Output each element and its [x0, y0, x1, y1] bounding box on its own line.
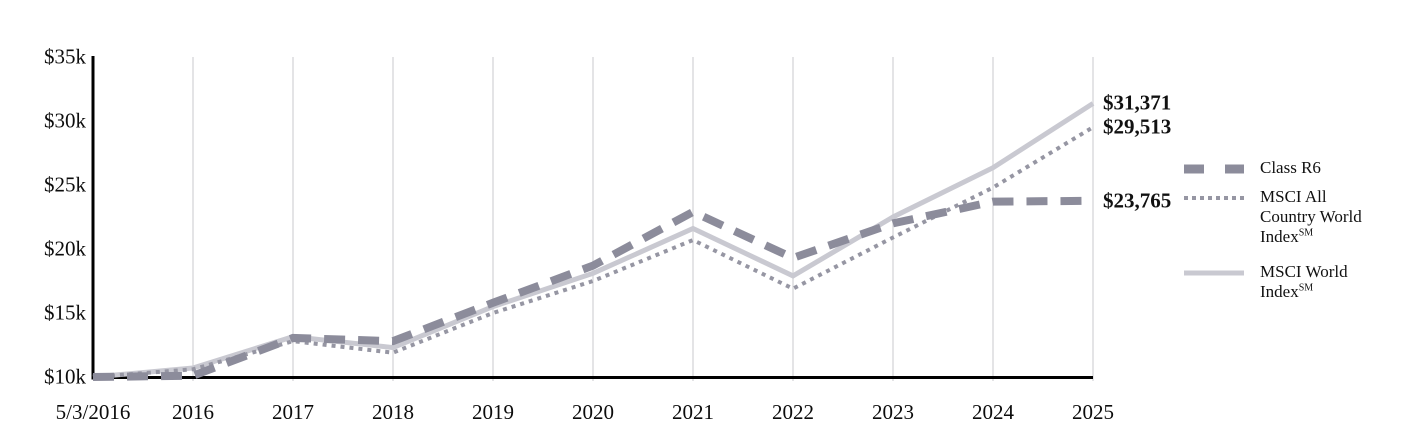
legend-line-swatch: [1184, 164, 1244, 174]
y-tick-label: $30k: [44, 108, 86, 133]
y-tick-label: $10k: [44, 364, 86, 389]
legend-item-msci-all-country-world-index: MSCI All Country World IndexSM: [1184, 187, 1366, 247]
x-tick-label: 5/3/2016: [55, 400, 131, 424]
legend-label: MSCI World IndexSM: [1260, 262, 1348, 301]
legend-label: MSCI All Country World IndexSM: [1260, 187, 1362, 246]
legend-item-class-r6: Class R6: [1184, 158, 1366, 178]
x-tick-label: 2025: [1072, 400, 1114, 424]
legend-line-swatch: [1184, 196, 1244, 200]
end-value-label: $31,371: [1103, 90, 1172, 115]
x-tick-label: 2022: [772, 400, 814, 424]
y-tick-label: $35k: [44, 44, 86, 69]
x-tick-label: 2016: [172, 400, 214, 424]
y-tick-label: $20k: [44, 236, 86, 261]
legend-label: Class R6: [1260, 158, 1321, 177]
legend-item-msci-world-index: MSCI World IndexSM: [1184, 262, 1366, 302]
end-value-label: $29,513: [1103, 114, 1172, 139]
series-line-class-r6: [92, 196, 1094, 381]
x-tick-label: 2019: [472, 400, 514, 424]
chart-legend: Class R6 MSCI All Country World IndexSM …: [1184, 158, 1366, 302]
y-tick-label: $15k: [44, 300, 86, 325]
x-tick-label: 2023: [872, 400, 914, 424]
x-tick-label: 2018: [372, 400, 414, 424]
end-value-label: $23,765: [1103, 188, 1172, 213]
y-tick-label: $25k: [44, 172, 86, 197]
legend-line-swatch: [1184, 270, 1244, 276]
x-tick-label: 2020: [572, 400, 614, 424]
x-tick-label: 2017: [272, 400, 314, 424]
x-tick-label: 2021: [672, 400, 714, 424]
x-tick-label: 2024: [972, 400, 1014, 424]
